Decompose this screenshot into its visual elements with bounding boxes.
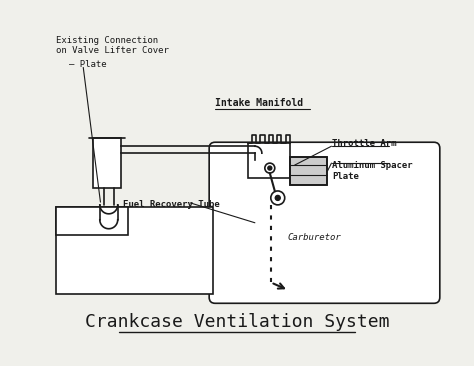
Bar <box>93 138 121 188</box>
Text: – Plate: – Plate <box>69 60 107 69</box>
Text: Aluminum Spacer
Plate: Aluminum Spacer Plate <box>332 161 413 180</box>
Text: Fuel Recovery Tube: Fuel Recovery Tube <box>123 200 219 209</box>
Bar <box>56 207 128 235</box>
Text: Carburetor: Carburetor <box>288 233 341 242</box>
Bar <box>290 157 328 185</box>
FancyBboxPatch shape <box>209 142 440 303</box>
Text: Intake Manifold: Intake Manifold <box>215 98 303 108</box>
Circle shape <box>268 166 272 170</box>
Text: Crankcase Ventilation System: Crankcase Ventilation System <box>85 313 389 331</box>
Text: Throttle Arm: Throttle Arm <box>332 139 397 148</box>
Bar <box>248 143 290 178</box>
Bar <box>290 157 328 185</box>
Circle shape <box>275 195 280 201</box>
Bar <box>56 207 213 294</box>
Text: Existing Connection
on Valve Lifter Cover: Existing Connection on Valve Lifter Cove… <box>56 36 169 55</box>
